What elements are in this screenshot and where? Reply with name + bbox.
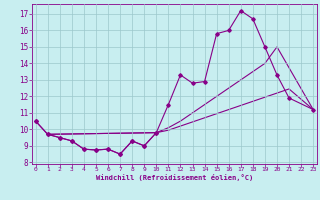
X-axis label: Windchill (Refroidissement éolien,°C): Windchill (Refroidissement éolien,°C) xyxy=(96,174,253,181)
